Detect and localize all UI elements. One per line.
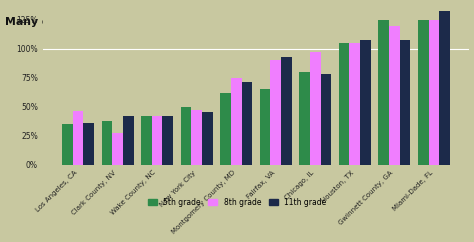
Bar <box>360 39 371 165</box>
Bar <box>428 20 439 165</box>
Bar <box>339 43 349 165</box>
Bar <box>349 43 360 165</box>
Bar <box>299 72 310 165</box>
Bar <box>231 78 242 165</box>
Bar <box>202 113 213 165</box>
Bar <box>220 93 231 165</box>
Bar <box>163 116 173 165</box>
Bar <box>260 89 270 165</box>
Text: Many districts are providing students less than a "minimal" school year: Many districts are providing students le… <box>5 17 443 27</box>
Bar <box>400 39 410 165</box>
Bar <box>270 60 281 165</box>
Bar <box>181 107 191 165</box>
Bar <box>281 57 292 165</box>
Bar <box>191 110 202 165</box>
Bar <box>242 82 252 165</box>
Bar <box>310 52 320 165</box>
Bar <box>378 20 389 165</box>
Bar <box>418 20 428 165</box>
Bar <box>389 26 400 165</box>
Bar <box>62 124 73 165</box>
Bar <box>83 123 94 165</box>
Legend: 5th grade, 8th grade, 11th grade: 5th grade, 8th grade, 11th grade <box>148 197 326 207</box>
Bar <box>141 116 152 165</box>
Bar <box>320 74 331 165</box>
Bar <box>123 116 134 165</box>
Bar <box>112 133 123 165</box>
Bar <box>152 116 163 165</box>
Bar <box>73 111 83 165</box>
Bar <box>439 11 450 165</box>
Bar <box>101 121 112 165</box>
